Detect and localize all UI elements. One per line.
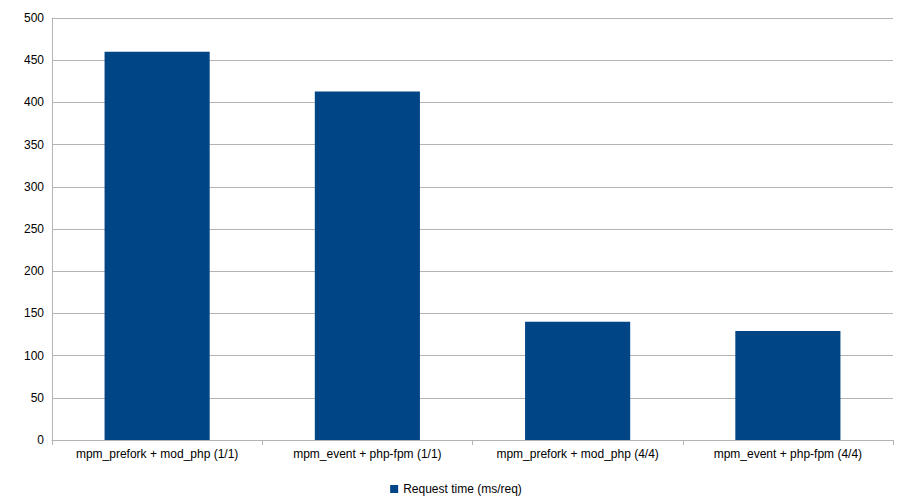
svg-text:mpm_prefork + mod_php (1/1): mpm_prefork + mod_php (1/1) (76, 447, 238, 461)
svg-text:250: 250 (24, 222, 44, 236)
svg-text:mpm_event + php-fpm (1/1): mpm_event + php-fpm (1/1) (293, 447, 441, 461)
svg-text:450: 450 (24, 53, 44, 67)
svg-text:Request time (ms/req): Request time (ms/req) (403, 482, 522, 496)
svg-text:400: 400 (24, 95, 44, 109)
svg-text:500: 500 (24, 11, 44, 25)
svg-text:mpm_prefork + mod_php (4/4): mpm_prefork + mod_php (4/4) (496, 447, 658, 461)
svg-text:100: 100 (24, 349, 44, 363)
svg-text:350: 350 (24, 138, 44, 152)
svg-text:200: 200 (24, 264, 44, 278)
svg-text:0: 0 (37, 433, 44, 447)
svg-text:mpm_event + php-fpm (4/4): mpm_event + php-fpm (4/4) (714, 447, 862, 461)
svg-text:50: 50 (31, 391, 45, 405)
svg-text:300: 300 (24, 180, 44, 194)
svg-text:150: 150 (24, 306, 44, 320)
